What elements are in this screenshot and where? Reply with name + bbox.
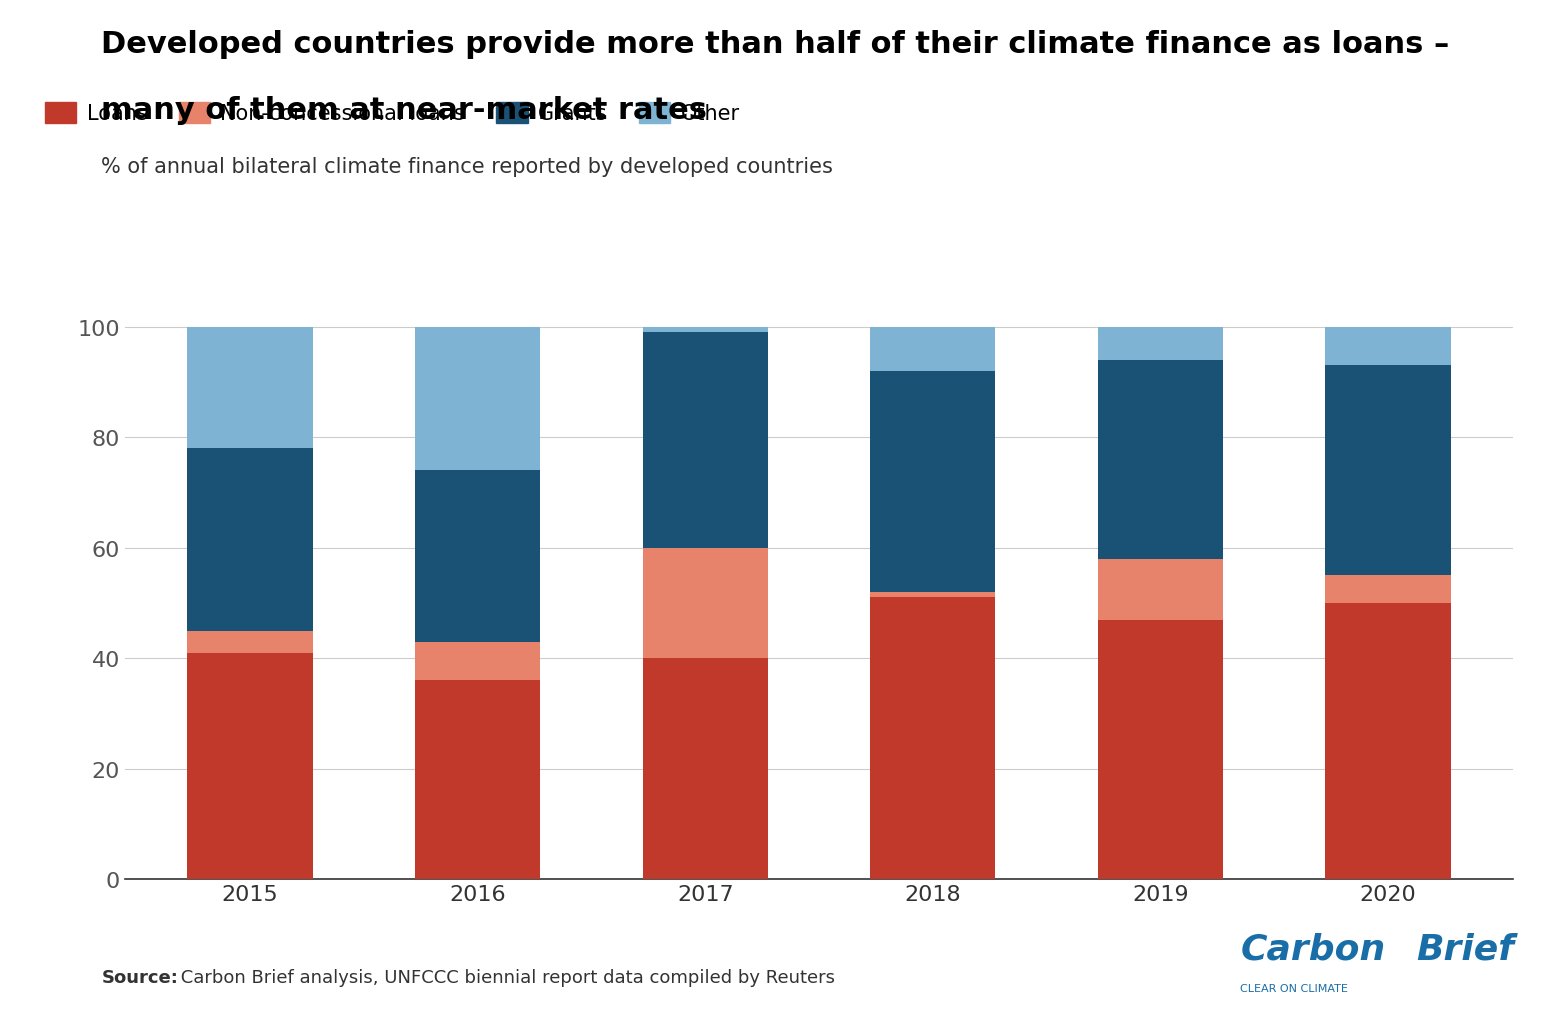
Bar [187,328,312,449]
Bar [870,598,995,880]
Bar [643,658,768,880]
Bar [187,449,312,631]
Bar [415,328,540,471]
Bar [1098,559,1223,620]
Text: CLEAR ON CLIMATE: CLEAR ON CLIMATE [1240,983,1348,993]
Bar [415,471,540,642]
Bar [870,328,995,371]
Text: Developed countries provide more than half of their climate finance as loans –: Developed countries provide more than ha… [101,30,1449,60]
Bar [1326,366,1451,576]
Bar [1098,620,1223,880]
Text: many of them at near-market rates: many of them at near-market rates [101,96,707,125]
Text: Source:: Source: [101,968,178,986]
Bar [1326,604,1451,880]
Text: Brief: Brief [1416,931,1515,966]
Bar [643,548,768,658]
Text: Carbon Brief analysis, UNFCCC biennial report data compiled by Reuters: Carbon Brief analysis, UNFCCC biennial r… [175,968,835,986]
Text: Carbon: Carbon [1240,931,1385,966]
Bar [415,642,540,680]
Bar [415,680,540,880]
Bar [187,653,312,880]
Bar [187,631,312,653]
Text: % of annual bilateral climate finance reported by developed countries: % of annual bilateral climate finance re… [101,157,833,177]
Legend: Loans, Non-concessional loans, Grants, Other: Loans, Non-concessional loans, Grants, O… [45,102,739,124]
Bar [1326,328,1451,366]
Bar [1098,328,1223,360]
Bar [643,333,768,548]
Bar [643,328,768,333]
Bar [870,592,995,598]
Bar [1326,576,1451,604]
Bar [870,371,995,592]
Bar [1098,360,1223,559]
